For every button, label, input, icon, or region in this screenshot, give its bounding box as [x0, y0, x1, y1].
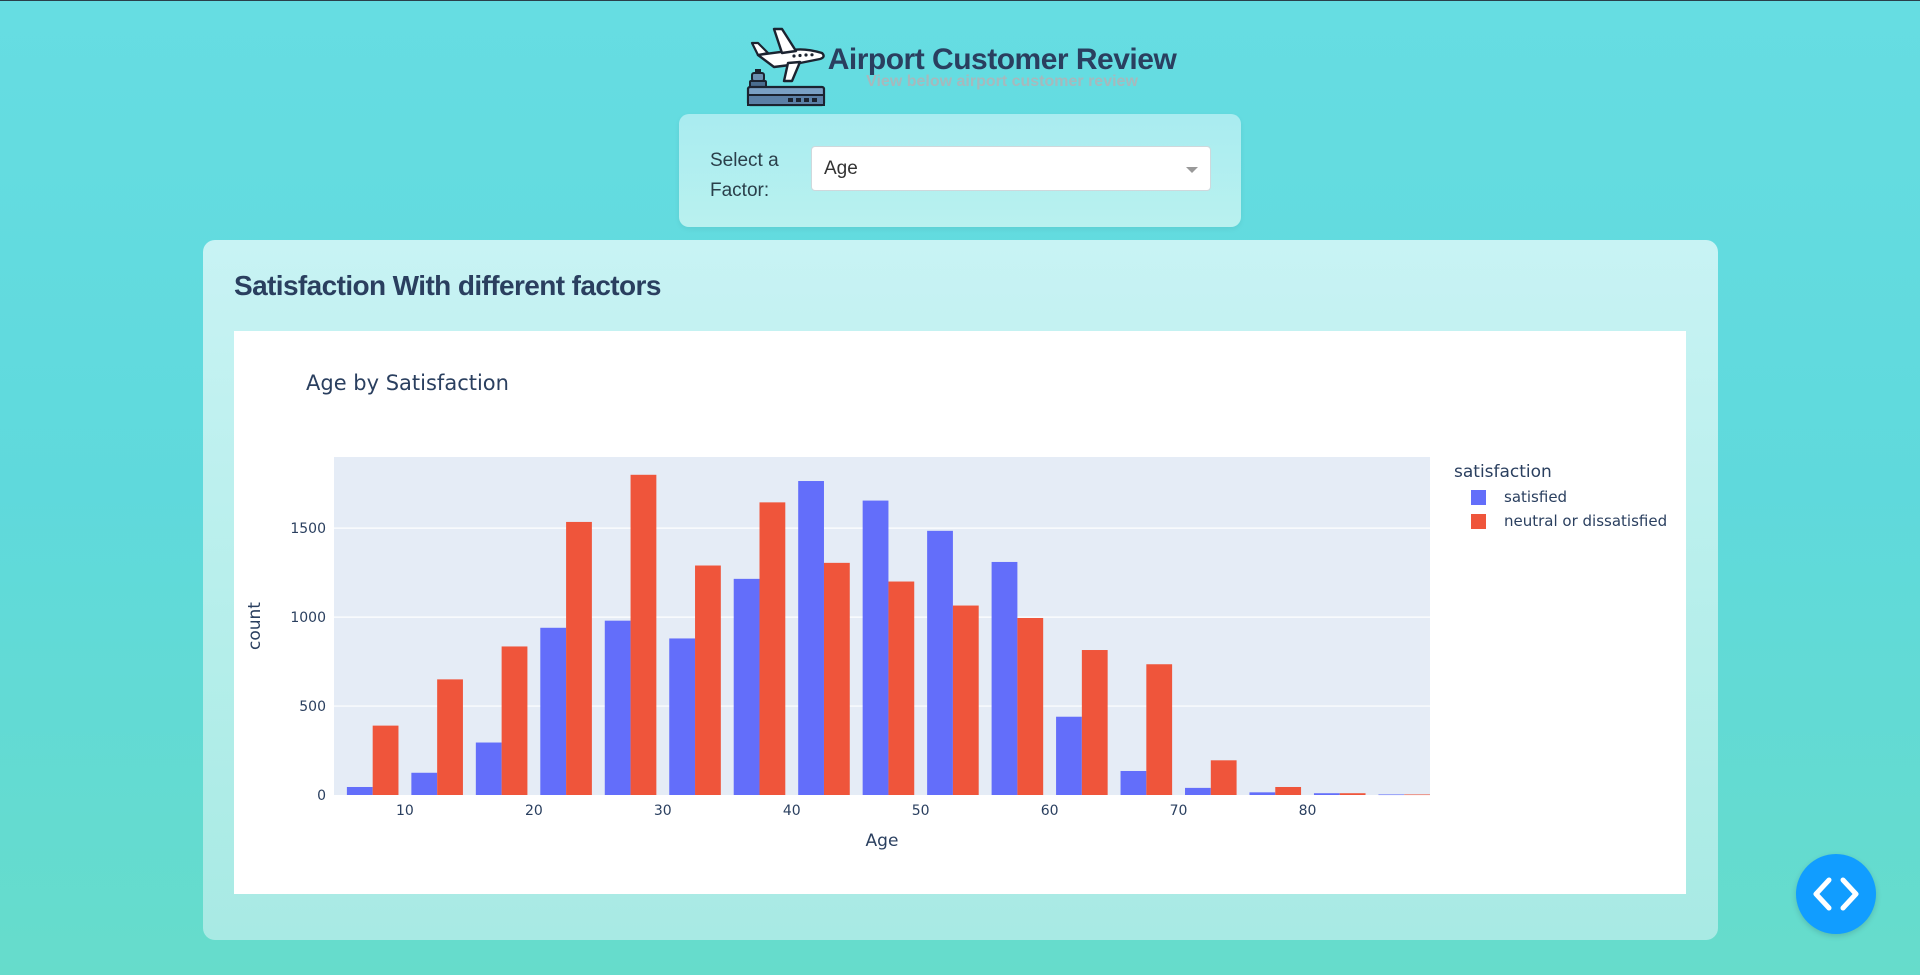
bar-neutral-or-dissatisfied[interactable]	[823, 562, 850, 795]
bar-satisfied[interactable]	[991, 561, 1018, 795]
bar-satisfied[interactable]	[1056, 716, 1082, 795]
chevron-down-icon[interactable]	[1186, 167, 1198, 173]
bar-neutral-or-dissatisfied[interactable]	[437, 679, 463, 795]
y-tick-label: 500	[299, 699, 326, 715]
bar-satisfied[interactable]	[798, 481, 824, 795]
factor-dropdown[interactable]: Age	[811, 146, 1211, 191]
bar-neutral-or-dissatisfied[interactable]	[759, 502, 786, 795]
card-title: Satisfaction With different factors	[234, 270, 661, 301]
factor-dropdown-value: Age	[824, 158, 858, 179]
bar-satisfied[interactable]	[604, 620, 631, 795]
bar-satisfied[interactable]	[733, 578, 760, 795]
page-header: Airport Customer Review View below airpo…	[0, 23, 1920, 113]
bar-neutral-or-dissatisfied[interactable]	[372, 725, 399, 795]
bar-neutral-or-dissatisfied[interactable]	[1017, 617, 1044, 795]
factor-selector-label: Select a Factor:	[710, 150, 779, 201]
chart-container: 10 20 30 40 50 60 70 80 0 500 1000 1500 Age by Sat…	[234, 331, 1686, 894]
app-title: Airport Customer Review	[827, 43, 1177, 76]
bar-satisfied[interactable]	[540, 627, 567, 795]
bar-satisfied[interactable]	[1185, 787, 1211, 795]
bar-satisfied[interactable]	[475, 742, 502, 795]
legend-item-label[interactable]: neutral or dissatisfied	[1504, 512, 1667, 530]
x-tick-label: 70	[1170, 803, 1188, 819]
factor-selector-card: Select a Factor: Age	[679, 114, 1241, 227]
bar-neutral-or-dissatisfied[interactable]	[952, 605, 979, 795]
bar-satisfied[interactable]	[1313, 793, 1340, 795]
x-tick-label: 60	[1041, 803, 1059, 819]
bar-satisfied[interactable]	[1378, 794, 1405, 796]
app-subtitle: View below airport customer review	[866, 73, 1138, 90]
bar-satisfied[interactable]	[346, 786, 373, 795]
bar-neutral-or-dissatisfied[interactable]	[1146, 664, 1173, 795]
legend-swatch[interactable]	[1471, 490, 1486, 505]
bar-satisfied[interactable]	[1120, 770, 1147, 795]
bar-satisfied[interactable]	[1249, 792, 1276, 795]
y-tick-label: 1000	[290, 610, 326, 626]
code-brackets-icon	[1813, 877, 1859, 911]
legend-swatch[interactable]	[1471, 514, 1486, 529]
chart-title: Age by Satisfaction	[306, 371, 509, 395]
y-tick-label: 1500	[290, 521, 326, 537]
x-tick-label: 40	[783, 803, 801, 819]
x-tick-label: 50	[912, 803, 930, 819]
x-tick-label: 10	[396, 803, 414, 819]
bar-neutral-or-dissatisfied[interactable]	[566, 521, 592, 795]
satisfaction-card: Satisfaction With different factors 10 20…	[203, 240, 1718, 940]
x-axis-label: Age	[866, 831, 899, 851]
legend-item-label[interactable]: satisfied	[1504, 488, 1567, 506]
bar-neutral-or-dissatisfied[interactable]	[1275, 786, 1302, 795]
bar-neutral-or-dissatisfied[interactable]	[1081, 650, 1108, 795]
bar-satisfied[interactable]	[411, 772, 438, 795]
bar-neutral-or-dissatisfied[interactable]	[501, 646, 528, 795]
bar-neutral-or-dissatisfied[interactable]	[630, 474, 657, 795]
x-tick-label: 30	[654, 803, 672, 819]
bar-satisfied[interactable]	[862, 500, 889, 795]
bar-satisfied[interactable]	[669, 638, 696, 795]
code-toggle-button[interactable]	[1796, 854, 1876, 934]
airport-plane-icon	[746, 27, 825, 107]
bar-neutral-or-dissatisfied[interactable]	[1339, 793, 1366, 795]
bar-neutral-or-dissatisfied[interactable]	[1210, 760, 1237, 795]
x-tick-label: 80	[1299, 803, 1317, 819]
x-tick-label: 20	[525, 803, 543, 819]
bar-neutral-or-dissatisfied[interactable]	[1404, 794, 1430, 796]
y-axis-label: count	[245, 602, 265, 650]
bar-neutral-or-dissatisfied[interactable]	[695, 565, 721, 795]
bar-satisfied[interactable]	[927, 530, 953, 795]
legend-title: satisfaction	[1454, 462, 1552, 482]
y-tick-label: 0	[317, 788, 326, 804]
bar-chart: 10 20 30 40 50 60 70 80 0 500 1000 1500 Age by Sat…	[245, 371, 1667, 851]
bar-neutral-or-dissatisfied[interactable]	[888, 581, 915, 795]
